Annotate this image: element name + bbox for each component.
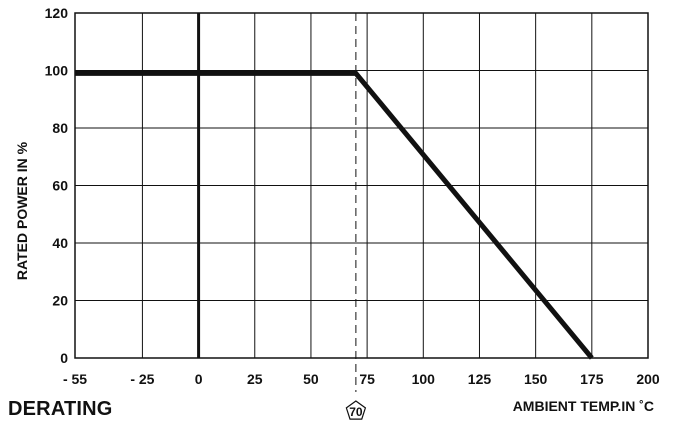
x-tick-label: 100 bbox=[412, 371, 436, 387]
x-tick-label: - 25 bbox=[130, 371, 154, 387]
y-tick-label: 60 bbox=[52, 178, 68, 194]
y-tick-labels: 0 20 40 60 80 100 120 bbox=[45, 5, 69, 366]
x-tick-label: 175 bbox=[580, 371, 604, 387]
x-axis-title: AMBIENT TEMP.IN ˚C bbox=[513, 398, 654, 414]
reference-marker-label: 70 bbox=[349, 405, 363, 419]
x-tick-label: 0 bbox=[195, 371, 203, 387]
derating-curve bbox=[75, 73, 592, 358]
x-tick-label: 75 bbox=[359, 371, 375, 387]
y-tick-label: 120 bbox=[45, 5, 69, 21]
text-layer: DERATING AMBIENT TEMP.IN ˚C RATED POWER … bbox=[8, 141, 654, 420]
x-tick-label: 25 bbox=[247, 371, 263, 387]
y-tick-label: 0 bbox=[60, 350, 68, 366]
x-tick-label: 200 bbox=[636, 371, 660, 387]
y-axis-title: RATED POWER IN % bbox=[14, 141, 30, 280]
x-tick-label: 50 bbox=[303, 371, 319, 387]
x-tick-label: - 55 bbox=[63, 371, 87, 387]
y-tick-label: 100 bbox=[45, 63, 69, 79]
grid-layer bbox=[75, 13, 648, 358]
series-layer bbox=[75, 73, 592, 358]
y-tick-label: 40 bbox=[52, 235, 68, 251]
x-tick-label: 125 bbox=[468, 371, 492, 387]
x-tick-label: 150 bbox=[524, 371, 548, 387]
x-tick-labels: - 55 - 25 0 25 50 75 100 125 150 175 200 bbox=[63, 371, 660, 387]
chart-title: DERATING bbox=[8, 398, 113, 420]
y-tick-label: 80 bbox=[52, 120, 68, 136]
y-tick-label: 20 bbox=[52, 293, 68, 309]
